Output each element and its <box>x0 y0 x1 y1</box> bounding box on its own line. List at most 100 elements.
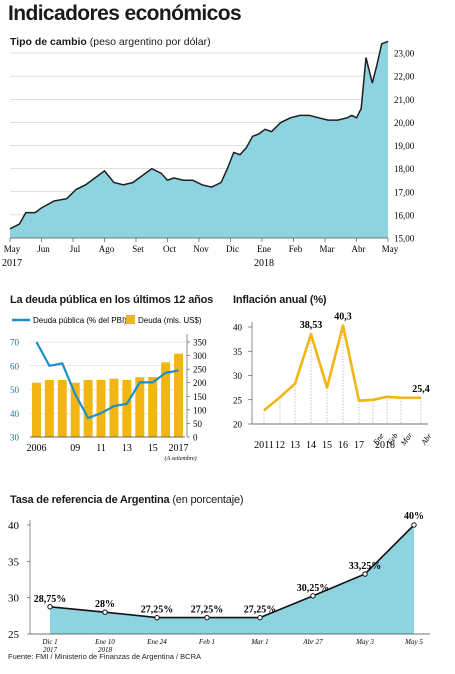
debt-right-tick: 300 <box>193 351 207 361</box>
debt-bar <box>109 378 119 437</box>
debt-left-tick: 60 <box>10 361 20 371</box>
inflation-x-tick: 15 <box>322 440 332 451</box>
rate-x-tick-year: 2017 <box>43 646 58 654</box>
exchange-y-tick: 18,00 <box>394 164 415 174</box>
rate-title-main: Tasa de referencia de Argentina <box>10 494 170 506</box>
subtitle-rest: (peso argentino por dólar) <box>89 36 211 48</box>
exchange-line <box>9 40 389 230</box>
rate-data-label: 33,25% <box>349 561 382 572</box>
legend-label-debt-pct: Deuda pública (% del PBI) <box>33 316 127 325</box>
subtitle: Tipo de cambio (peso argentino por dólar… <box>10 36 211 48</box>
rate-y-tick: 35 <box>8 556 20 568</box>
source-note: Fuente: FMI / Ministerio de Finanzas de … <box>8 652 202 661</box>
rate-point <box>102 609 108 615</box>
debt-x-tick: 09 <box>70 443 80 454</box>
debt-x-tick: 15 <box>148 443 158 454</box>
rate-data-label: 30,25% <box>297 583 330 594</box>
inflation-year-2018: 2018 <box>375 440 395 451</box>
debt-right-tick: 150 <box>193 392 207 402</box>
rate-point <box>257 614 263 621</box>
rate-line <box>49 524 415 619</box>
debt-right-tick: 250 <box>193 365 207 375</box>
exchange-x-tick: May <box>4 244 21 254</box>
debt-bar <box>148 377 158 437</box>
debt-right-tick: 200 <box>193 378 207 388</box>
inflation-y-tick: 35 <box>233 347 243 357</box>
inflation-y-tick: 25 <box>233 395 243 405</box>
rate-x-tick: Dic 1 <box>41 638 57 646</box>
inflation-line <box>263 324 421 412</box>
debt-bar <box>174 353 184 437</box>
inflation-x-tick: Abr <box>419 431 434 448</box>
debt-right-tick: 50 <box>193 419 203 429</box>
exchange-y-tick: 19,00 <box>394 141 415 151</box>
exchange-y-tick: 21,00 <box>394 95 415 105</box>
inflation-y-tick: 20 <box>233 420 243 430</box>
rate-point <box>204 614 210 621</box>
inflation-x-tick: 14 <box>306 440 316 451</box>
rate-point <box>47 604 53 610</box>
exchange-year-label: 2017 <box>2 258 22 269</box>
debt-chart-title: La deuda pública en los últimos 12 años <box>10 294 214 306</box>
exchange-x-tick: May <box>382 244 399 254</box>
debt-left-tick: 50 <box>10 385 20 395</box>
debt-right-tick: 100 <box>193 405 207 415</box>
exchange-x-tick: Ene <box>257 244 271 254</box>
exchange-x-tick: Jun <box>37 244 50 254</box>
debt-right-tick: 350 <box>193 338 207 348</box>
legend-bar-swatch <box>126 315 135 324</box>
inflation-x-tick: 16 <box>338 440 348 451</box>
exchange-area <box>10 41 388 239</box>
rate-x-tick: Ene 10 <box>94 638 115 646</box>
debt-bar <box>161 362 171 437</box>
rate-title-rest: (en porcentaje) <box>172 494 244 506</box>
exchange-y-tick: 16,00 <box>394 210 415 220</box>
exchange-y-tick: 22,00 <box>394 72 415 82</box>
debt-bar <box>31 382 41 437</box>
debt-left-tick: 40 <box>10 409 20 419</box>
rate-data-label: 40% <box>404 511 424 522</box>
exchange-x-tick: Set <box>132 244 144 254</box>
legend-label-debt-usd: Deuda (mls. US$) <box>138 316 202 325</box>
debt-right-tick: 0 <box>193 433 198 443</box>
inflation-x-tick: 12 <box>275 440 285 451</box>
rate-y-tick: 40 <box>8 520 20 532</box>
rate-point <box>411 522 417 528</box>
exchange-y-tick: 20,00 <box>394 118 415 128</box>
rate-x-tick-year: 2018 <box>98 646 113 654</box>
rate-x-tick: Abr 27 <box>302 638 323 646</box>
rate-data-label: 28,75% <box>34 594 67 605</box>
inflation-data-label: 40,3 <box>334 312 352 323</box>
debt-x-tick: 2006 <box>26 443 46 454</box>
rate-x-tick: Mar 1 <box>250 638 268 646</box>
exchange-x-tick: Abr <box>352 244 366 254</box>
exchange-x-tick: Jul <box>70 244 81 254</box>
exchange-x-tick: Ago <box>99 244 115 254</box>
debt-bar <box>135 377 145 437</box>
inflation-data-label: 25,4 <box>412 384 430 395</box>
rate-data-label: 28% <box>95 599 115 610</box>
rate-point <box>310 593 316 599</box>
rate-x-tick: Ene 24 <box>146 638 167 646</box>
exchange-rate-chart: 15,00 16,00 17,00 18,00 19,00 20,00 21,00 22,00… <box>2 40 415 269</box>
inflation-x-tick: 2011 <box>254 440 274 451</box>
exchange-year-label: 2018 <box>254 258 274 269</box>
rate-data-label: 27,25% <box>244 605 277 616</box>
rate-x-tick: May 3 <box>355 638 374 646</box>
inflation-data-label: 38,53 <box>300 320 323 331</box>
exchange-x-tick: Feb <box>289 244 303 254</box>
rate-data-label: 27,25% <box>141 605 174 616</box>
exchange-x-tick: Oct <box>163 244 176 254</box>
exchange-x-tick: Mar <box>320 244 335 254</box>
exchange-x-tick: Dic <box>226 244 239 254</box>
debt-x-tick: 2017 <box>169 443 189 454</box>
debt-bar <box>83 380 93 437</box>
debt-bar <box>70 382 80 437</box>
rate-point <box>154 614 160 621</box>
inflation-y-tick: 40 <box>233 323 243 333</box>
debt-x-tick: 13 <box>122 443 132 454</box>
main-title: Indicadores económicos <box>8 2 242 25</box>
rate-chart-title: Tasa de referencia de Argentina (en porc… <box>10 494 244 506</box>
